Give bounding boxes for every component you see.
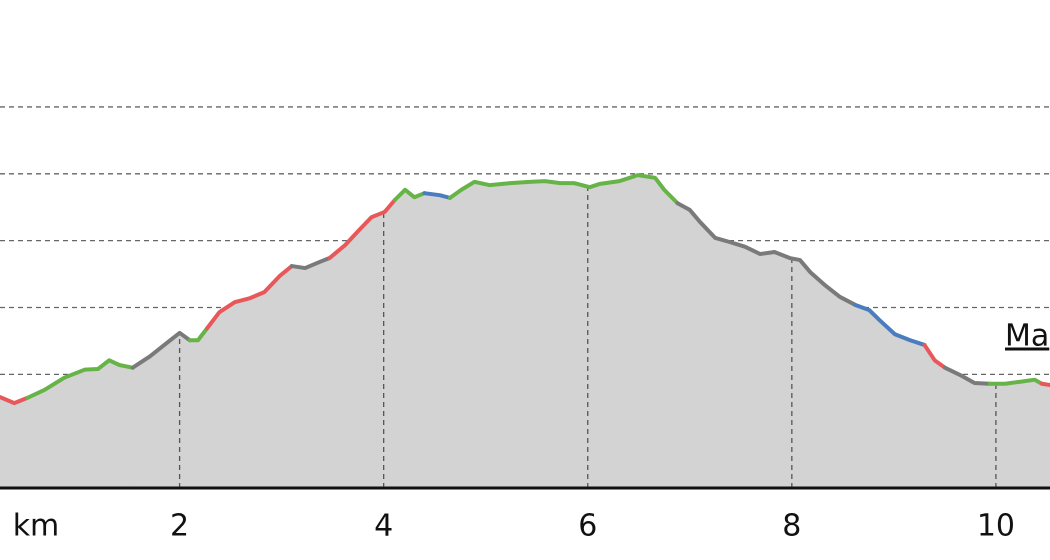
annotation: Ma bbox=[1005, 319, 1049, 354]
x-tick-label: 4 bbox=[374, 509, 393, 544]
area-fill bbox=[132, 332, 191, 489]
x-tick-label: 6 bbox=[578, 509, 597, 544]
area-fill bbox=[27, 360, 133, 489]
profile-line bbox=[187, 326, 210, 343]
area-fill bbox=[1041, 383, 1050, 489]
profile-line bbox=[205, 264, 294, 331]
x-tick-label: 2 bbox=[170, 509, 189, 544]
area-fill bbox=[424, 192, 451, 489]
profile-line bbox=[448, 173, 680, 206]
area-fill bbox=[291, 257, 330, 489]
profile-line bbox=[942, 365, 992, 386]
area-fill bbox=[677, 202, 856, 489]
x-axis-label: km bbox=[13, 509, 60, 544]
x-tick-label: 8 bbox=[782, 509, 801, 544]
area-fill bbox=[989, 379, 1043, 489]
profile-line bbox=[922, 342, 947, 370]
x-tick-label: 10 bbox=[977, 509, 1015, 544]
profile-line bbox=[1039, 381, 1050, 388]
area-fill bbox=[394, 189, 425, 489]
profile-line bbox=[853, 302, 927, 347]
profile-line bbox=[327, 197, 397, 261]
area-fill bbox=[944, 367, 991, 489]
profile-line bbox=[675, 201, 858, 307]
area-fill bbox=[189, 327, 208, 489]
area-fill bbox=[449, 174, 678, 489]
profile-line bbox=[0, 395, 30, 406]
profile-line bbox=[25, 358, 135, 400]
profile-line bbox=[289, 256, 332, 271]
profile-line bbox=[130, 330, 192, 370]
area-fill bbox=[854, 304, 925, 489]
area-fill bbox=[0, 396, 28, 489]
profile-line bbox=[987, 377, 1044, 386]
profile-line bbox=[392, 187, 427, 202]
profile-line bbox=[422, 191, 452, 200]
area-fill bbox=[329, 199, 396, 489]
